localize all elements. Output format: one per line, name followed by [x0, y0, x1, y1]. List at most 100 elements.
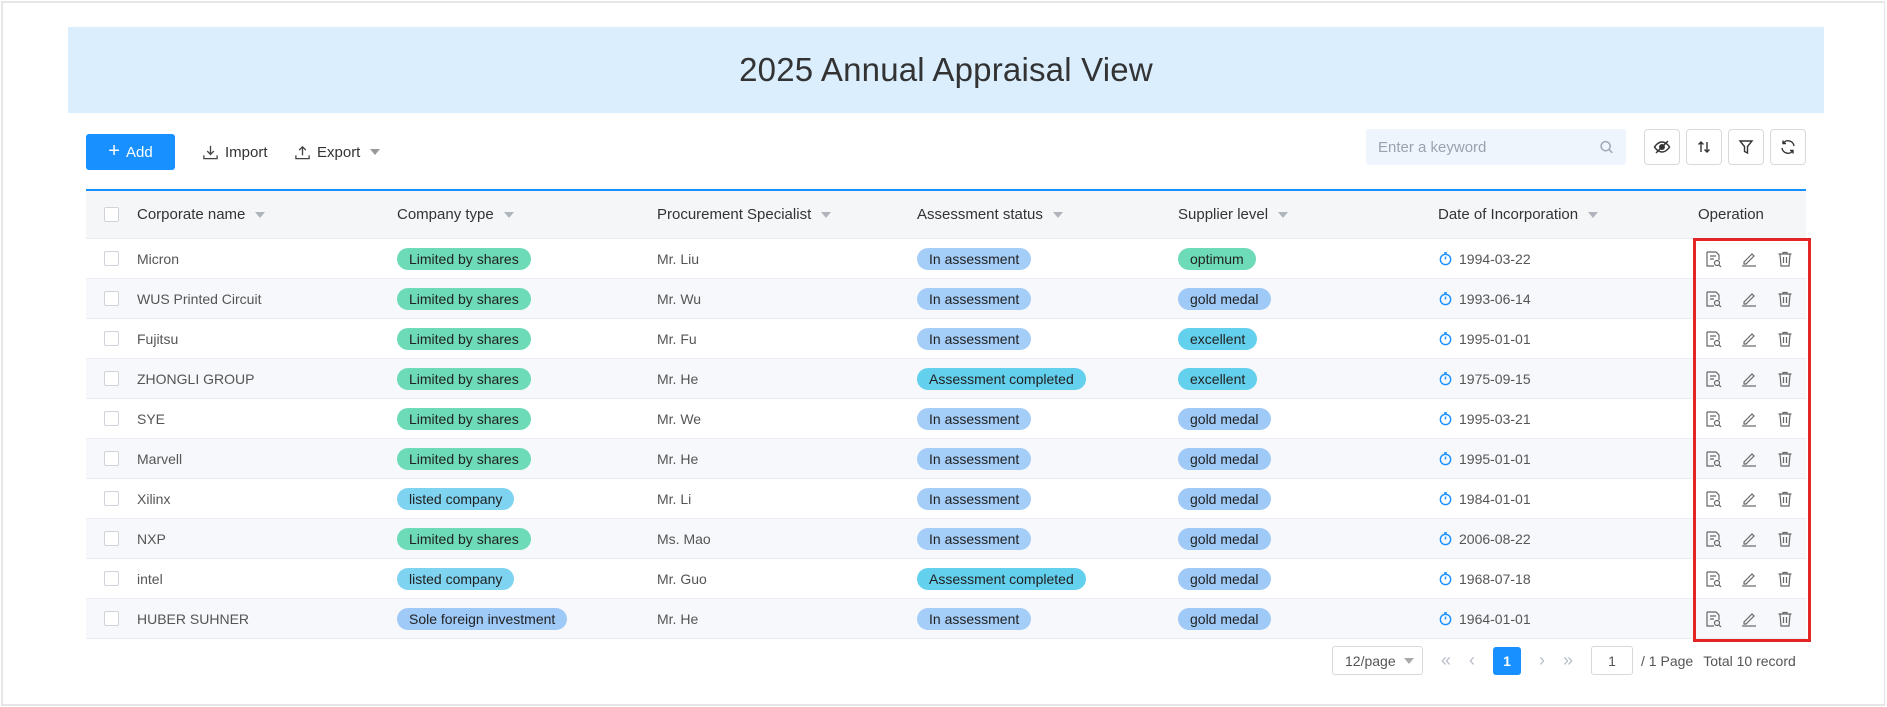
row-checkbox[interactable] — [104, 531, 119, 546]
edit-icon[interactable] — [1740, 450, 1758, 468]
delete-icon[interactable] — [1776, 490, 1794, 508]
sort-caret-icon[interactable] — [1278, 211, 1289, 218]
prev-page-icon[interactable]: ‹ — [1469, 650, 1476, 670]
header-date-of-incorporation[interactable]: Date of Incorporation — [1438, 206, 1698, 223]
delete-icon[interactable] — [1776, 530, 1794, 548]
view-icon[interactable] — [1704, 530, 1722, 548]
table-row[interactable]: ZHONGLI GROUP Limited by shares Mr. He Asse… — [86, 359, 1806, 399]
company-type-cell: Limited by shares — [397, 327, 657, 350]
incorporation-date: 1993-06-14 — [1459, 290, 1531, 307]
header-assessment-status[interactable]: Assessment status — [917, 206, 1178, 223]
hide-columns-button[interactable] — [1644, 129, 1680, 165]
edit-icon[interactable] — [1740, 610, 1758, 628]
page-total-text: / 1 Page — [1641, 652, 1694, 669]
edit-icon[interactable] — [1740, 250, 1758, 268]
row-checkbox[interactable] — [104, 291, 119, 306]
sort-button[interactable] — [1686, 129, 1722, 165]
first-page-icon[interactable]: « — [1441, 650, 1452, 670]
row-checkbox[interactable] — [104, 331, 119, 346]
row-checkbox[interactable] — [104, 251, 119, 266]
sort-caret-icon[interactable] — [1052, 211, 1063, 218]
last-page-icon[interactable]: » — [1563, 650, 1574, 670]
row-checkbox[interactable] — [104, 571, 119, 586]
page-jump-input[interactable]: 1 — [1591, 646, 1634, 675]
delete-icon[interactable] — [1776, 290, 1794, 308]
row-checkbox[interactable] — [104, 371, 119, 386]
filter-button[interactable] — [1728, 129, 1764, 165]
date-cell: 1984-01-01 — [1438, 491, 1698, 507]
row-select-cell — [86, 411, 137, 426]
sort-caret-icon[interactable] — [503, 211, 514, 218]
view-icon[interactable] — [1704, 450, 1722, 468]
procurement-specialist: Mr. He — [657, 450, 699, 467]
corporate-name: Micron — [137, 250, 180, 267]
view-icon[interactable] — [1704, 250, 1722, 268]
specialist-cell: Mr. He — [657, 451, 917, 467]
delete-icon[interactable] — [1776, 410, 1794, 428]
row-checkbox[interactable] — [104, 491, 119, 506]
header-label: Procurement Specialist — [657, 206, 812, 223]
view-icon[interactable] — [1704, 610, 1722, 628]
procurement-specialist: Mr. Guo — [657, 570, 707, 587]
delete-icon[interactable] — [1776, 330, 1794, 348]
table-row[interactable]: intel listed company Mr. Guo Assessment com… — [86, 559, 1806, 599]
import-button[interactable]: Import — [202, 134, 268, 170]
add-button[interactable]: + Add — [86, 134, 175, 170]
table-row[interactable]: HUBER SUHNER Sole foreign investment Mr. H… — [86, 599, 1806, 639]
export-button[interactable]: Export — [294, 134, 381, 170]
view-icon[interactable] — [1704, 490, 1722, 508]
view-icon[interactable] — [1704, 330, 1722, 348]
sort-caret-icon[interactable] — [255, 211, 266, 218]
edit-icon[interactable] — [1740, 490, 1758, 508]
delete-icon[interactable] — [1776, 250, 1794, 268]
stopwatch-icon — [1439, 292, 1452, 306]
supplier-level-tag: excellent — [1178, 367, 1258, 390]
select-all-checkbox[interactable] — [104, 207, 119, 222]
table-row[interactable]: SYE Limited by shares Mr. We In assessment g… — [86, 399, 1806, 439]
edit-icon[interactable] — [1740, 370, 1758, 388]
view-icon[interactable] — [1704, 410, 1722, 428]
sort-caret-icon[interactable] — [821, 211, 832, 218]
edit-icon[interactable] — [1740, 330, 1758, 348]
row-checkbox[interactable] — [104, 411, 119, 426]
date-cell: 1995-01-01 — [1438, 331, 1698, 347]
edit-icon[interactable] — [1740, 410, 1758, 428]
row-checkbox[interactable] — [104, 451, 119, 466]
edit-icon[interactable] — [1740, 570, 1758, 588]
view-icon[interactable] — [1704, 370, 1722, 388]
view-icon[interactable] — [1704, 290, 1722, 308]
assessment-status-tag: In assessment — [917, 607, 1032, 630]
table-row[interactable]: Marvell Limited by shares Mr. He In assessm… — [86, 439, 1806, 479]
sort-caret-icon[interactable] — [1588, 211, 1599, 218]
next-page-icon[interactable]: › — [1539, 650, 1546, 670]
header-corporate-name[interactable]: Corporate name — [137, 206, 397, 223]
row-checkbox[interactable] — [104, 611, 119, 626]
delete-icon[interactable] — [1776, 610, 1794, 628]
refresh-button[interactable] — [1770, 129, 1806, 165]
table-row[interactable]: WUS Printed Circuit Limited by shares Mr. … — [86, 279, 1806, 319]
page-size-select[interactable]: 12/page — [1332, 646, 1423, 675]
table-row[interactable]: Fujitsu Limited by shares Mr. Fu In assessm… — [86, 319, 1806, 359]
stopwatch-icon — [1439, 412, 1452, 426]
incorporation-date: 1995-03-21 — [1459, 410, 1531, 427]
operation-cell — [1698, 610, 1806, 628]
delete-icon[interactable] — [1776, 570, 1794, 588]
table-row[interactable]: Micron Limited by shares Mr. Liu In assessm… — [86, 239, 1806, 279]
header-supplier-level[interactable]: Supplier level — [1178, 206, 1438, 223]
current-page-button[interactable]: 1 — [1493, 646, 1522, 675]
view-icon[interactable] — [1704, 570, 1722, 588]
header-company-type[interactable]: Company type — [397, 206, 657, 223]
edit-icon[interactable] — [1740, 290, 1758, 308]
edit-icon[interactable] — [1740, 530, 1758, 548]
row-select-cell — [86, 451, 137, 466]
delete-icon[interactable] — [1776, 370, 1794, 388]
company-type-cell: Limited by shares — [397, 247, 657, 270]
operation-cell — [1698, 370, 1806, 388]
delete-icon[interactable] — [1776, 450, 1794, 468]
header-procurement-specialist[interactable]: Procurement Specialist — [657, 206, 917, 223]
search-icon[interactable] — [1599, 139, 1614, 155]
table-row[interactable]: Xilinx listed company Mr. Li In assessment g… — [86, 479, 1806, 519]
company-type-tag: Limited by shares — [397, 327, 531, 350]
search-input[interactable] — [1378, 138, 1600, 156]
table-row[interactable]: NXP Limited by shares Ms. Mao In assessment… — [86, 519, 1806, 559]
